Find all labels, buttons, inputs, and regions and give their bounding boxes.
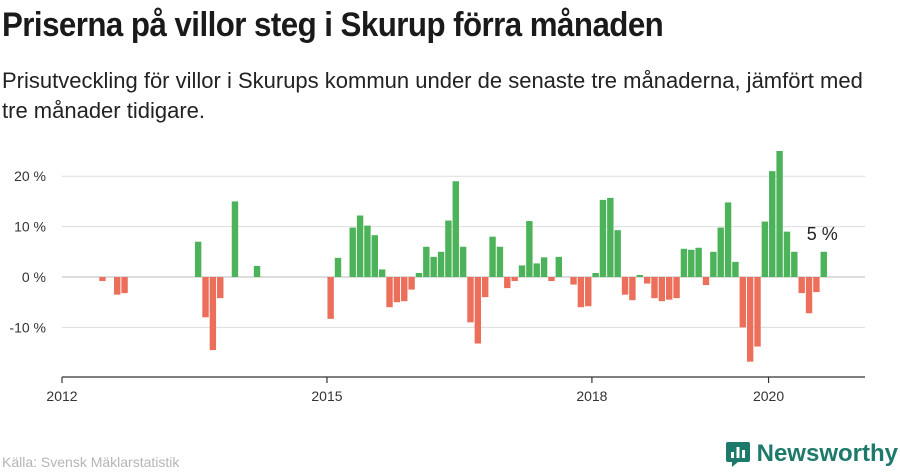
bar-negative xyxy=(739,277,746,328)
bar-negative xyxy=(467,277,474,323)
bar-chart: -10 % 0 % 10 % 20 % 2012 2015 2018 2020 5 % xyxy=(9,151,865,404)
bar-positive xyxy=(732,261,739,277)
bar-negative xyxy=(621,277,629,295)
bar-positive xyxy=(820,251,827,277)
bar-positive xyxy=(695,247,702,277)
bar-positive xyxy=(607,197,614,277)
bar-negative xyxy=(746,277,754,362)
x-tick-label: 2018 xyxy=(576,388,607,404)
bar-negative xyxy=(651,277,658,299)
bar-positive xyxy=(445,220,452,277)
y-axis-labels: -10 % 0 % 10 % 20 % xyxy=(9,168,46,335)
bar-negative xyxy=(666,277,673,300)
bar-positive xyxy=(459,246,467,277)
bar-negative xyxy=(570,277,577,285)
bar-positive xyxy=(231,201,239,277)
y-tick-label: 10 % xyxy=(14,219,46,235)
bar-negative xyxy=(99,277,106,282)
bar-negative xyxy=(511,277,518,282)
bar-positive xyxy=(599,199,607,277)
bar-positive xyxy=(496,246,504,277)
bar-positive xyxy=(540,257,548,277)
bar-positive xyxy=(364,225,371,277)
brand-name: Newsworthy xyxy=(756,440,898,467)
bar-positive xyxy=(253,265,261,277)
bar-positive xyxy=(761,221,769,277)
bar-positive xyxy=(614,230,621,277)
bar-positive xyxy=(710,251,717,277)
bar-negative xyxy=(202,277,209,318)
y-tick-label: -10 % xyxy=(9,319,46,335)
bar-positive xyxy=(526,221,533,277)
bar-negative xyxy=(393,277,401,303)
bar-positive xyxy=(378,269,386,277)
bar-negative xyxy=(474,277,482,344)
chart-title: Priserna på villor steg i Skurup förra m… xyxy=(2,6,664,44)
bar-positive xyxy=(680,248,688,277)
y-tick-label: 0 % xyxy=(22,269,46,285)
source-credit: Källa: Svensk Mäklarstatistik xyxy=(2,454,180,470)
bar-positive xyxy=(791,251,798,277)
bar-positive xyxy=(636,274,643,277)
bar-negative xyxy=(813,277,820,293)
bar-positive xyxy=(437,251,445,277)
bar-positive xyxy=(334,257,342,277)
newsworthy-logo-icon xyxy=(725,442,750,467)
bar-negative xyxy=(121,277,128,294)
bar-positive xyxy=(592,272,599,277)
bar-negative xyxy=(798,277,805,294)
bar-positive xyxy=(356,215,364,277)
newsworthy-logo: Newsworthy xyxy=(725,440,898,468)
bar-positive xyxy=(776,151,783,277)
bar-positive xyxy=(769,171,776,277)
bar-negative xyxy=(327,277,334,319)
bar-positive xyxy=(783,231,791,277)
bar-positive xyxy=(518,265,526,277)
bar-negative xyxy=(209,277,217,351)
chart-subtitle: Prisutveckling för villor i Skurups komm… xyxy=(2,68,863,123)
bar-positive xyxy=(452,181,459,277)
bar-negative xyxy=(702,277,710,286)
bar-negative xyxy=(585,277,592,307)
bar-negative xyxy=(577,277,585,308)
bar-negative xyxy=(643,277,651,284)
y-tick-label: 20 % xyxy=(14,168,46,184)
x-tick-label: 2020 xyxy=(753,388,784,404)
bar-positive xyxy=(533,263,540,277)
bar-positive xyxy=(430,256,437,277)
bar-negative xyxy=(658,277,666,302)
bar-negative xyxy=(504,277,511,289)
bar-positive xyxy=(555,256,562,277)
bar-negative xyxy=(754,277,761,347)
bars xyxy=(99,151,827,362)
bar-positive xyxy=(349,227,356,277)
bar-negative xyxy=(114,277,121,295)
bar-negative xyxy=(548,277,555,282)
bar-positive xyxy=(194,241,202,277)
x-tick-label: 2015 xyxy=(311,388,342,404)
bar-positive xyxy=(489,236,496,277)
bar-negative xyxy=(386,277,393,308)
x-tick-label: 2012 xyxy=(46,388,77,404)
bar-positive xyxy=(688,249,695,277)
last-value-annotation: 5 % xyxy=(807,224,838,244)
bar-negative xyxy=(629,277,636,301)
bar-negative xyxy=(408,277,415,290)
bar-positive xyxy=(724,202,732,277)
x-axis: 2012 2015 2018 2020 xyxy=(46,376,865,404)
bar-negative xyxy=(217,277,224,299)
bar-negative xyxy=(401,277,408,302)
bar-positive xyxy=(415,272,423,277)
bar-negative xyxy=(673,277,680,299)
bar-negative xyxy=(805,277,813,314)
bar-positive xyxy=(371,235,378,277)
bar-positive xyxy=(717,227,724,277)
bar-negative xyxy=(482,277,489,298)
bar-positive xyxy=(423,246,430,277)
